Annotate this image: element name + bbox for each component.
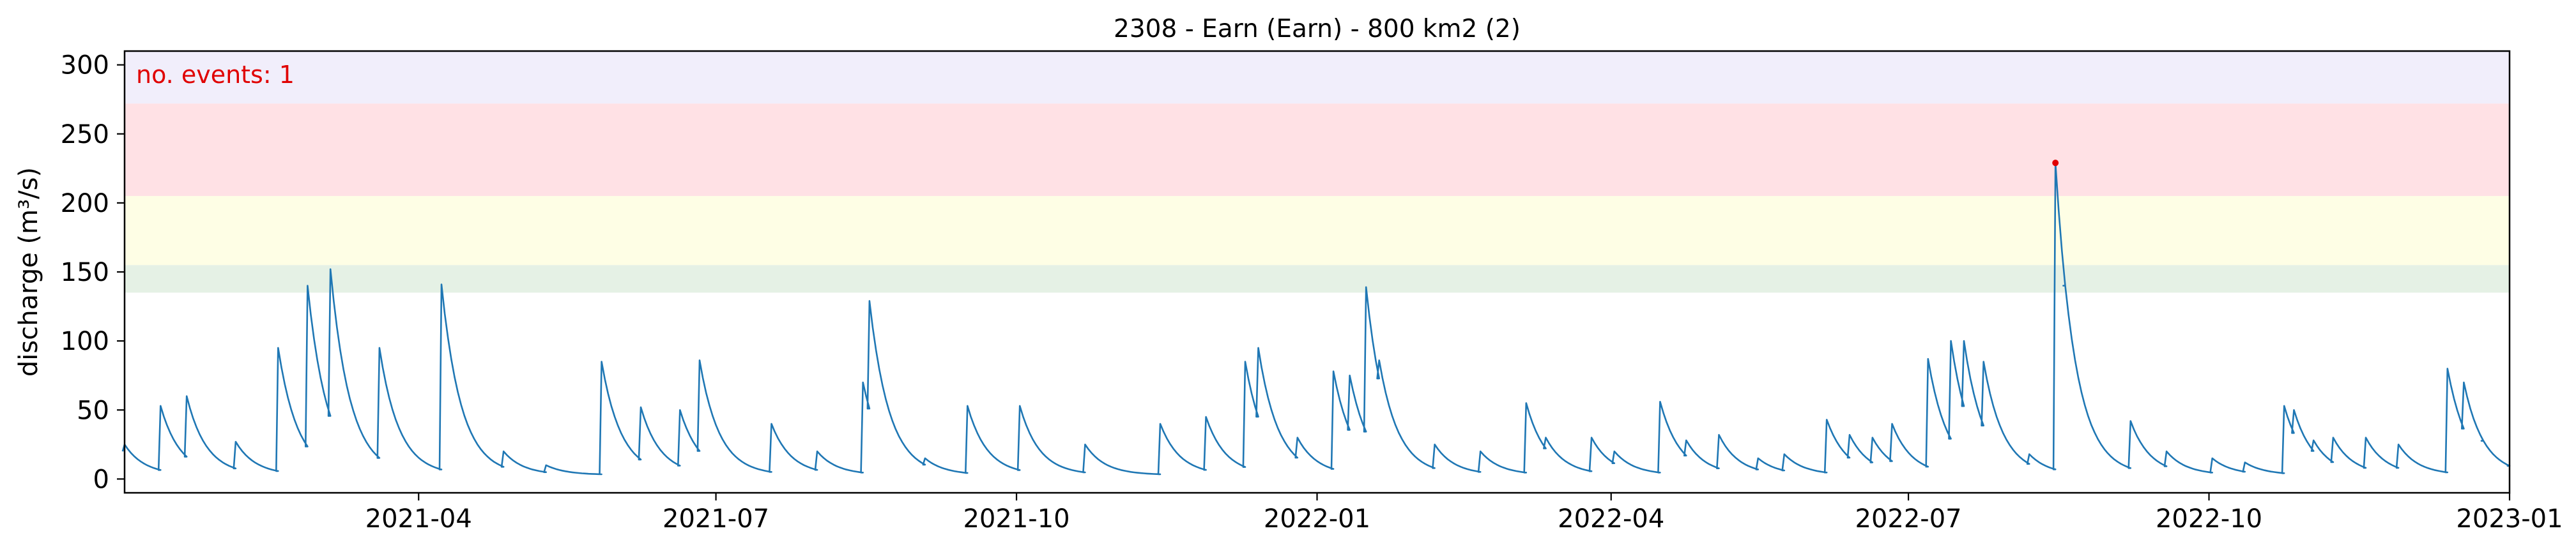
x-tick-label-0: 2021-04 [365,504,472,534]
x-tick-label-7: 2023-01 [2456,504,2563,534]
threshold-band-3 [125,51,2510,104]
y-tick-label-1: 50 [77,396,109,425]
y-tick-label-2: 100 [61,327,109,356]
y-tick-label-5: 250 [61,120,109,149]
discharge-series [121,162,2511,476]
x-tick-label-4: 2022-04 [1558,504,1664,534]
x-tick-label-1: 2021-07 [663,504,769,534]
events-annotation: no. events: 1 [136,61,295,89]
x-tick-label-5: 2022-07 [1855,504,1962,534]
chart-title: 2308 - Earn (Earn) - 800 km2 (2) [1114,15,1521,43]
y-tick-label-6: 300 [61,51,109,80]
threshold-band-2 [125,103,2510,197]
x-axis-ticks: 2021-04 2021-07 2021-10 2022-01 2022-04 2022-… [365,493,2563,534]
x-tick-label-3: 2022-01 [1264,504,1370,534]
y-tick-label-4: 200 [61,189,109,218]
threshold-band-1 [125,196,2510,266]
x-tick-label-2: 2021-10 [963,504,1070,534]
event-point-0 [2052,160,2059,167]
threshold-bands [125,51,2510,293]
y-axis-label: discharge (m³/s) [14,167,43,377]
x-tick-label-6: 2022-10 [2156,504,2262,534]
threshold-band-0 [125,265,2510,293]
y-tick-label-3: 150 [61,258,109,287]
discharge-line [121,162,2511,476]
y-tick-label-0: 0 [93,465,109,494]
event-markers [2052,160,2059,167]
y-axis-ticks: 0 50 100 150 200 250 300 [61,51,125,494]
